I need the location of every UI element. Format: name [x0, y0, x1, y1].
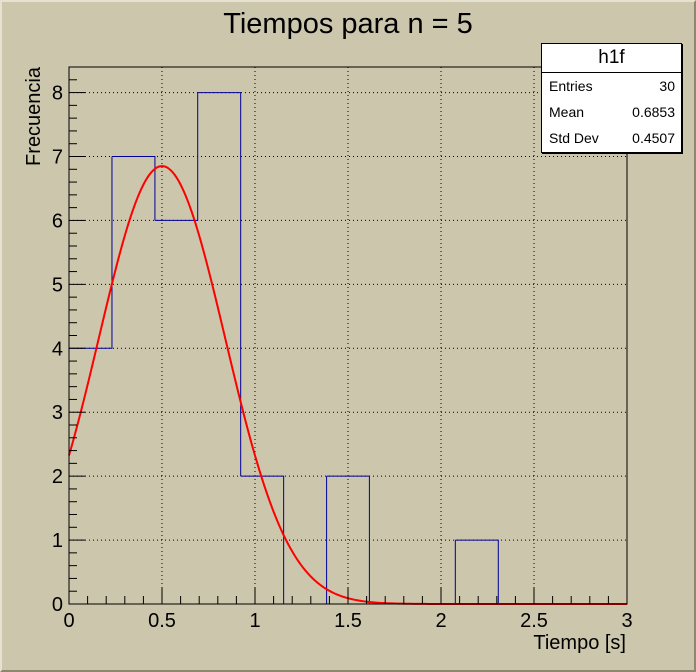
- x-tick-label: 3: [621, 610, 632, 632]
- histogram-bin: [326, 475, 370, 604]
- y-tick-label: 6: [52, 210, 63, 232]
- y-tick-label: 1: [52, 530, 63, 552]
- stats-label: Mean: [549, 104, 585, 120]
- x-tick-label: 1: [249, 610, 260, 632]
- y-tick-label: 7: [52, 147, 63, 169]
- histogram-bin: [197, 92, 242, 477]
- y-tick-label: 0: [52, 594, 63, 616]
- x-axis-title: Tiempo [s]: [533, 632, 626, 654]
- histogram-bin: [154, 92, 199, 221]
- stats-box: h1f Entries 30 Mean 0.6853 Std Dev 0.450…: [541, 43, 682, 153]
- y-tick-label: 8: [52, 83, 63, 105]
- x-tick-label: 2: [435, 610, 446, 632]
- stats-value: 0.6853: [632, 104, 675, 120]
- y-tick-label: 2: [52, 466, 63, 488]
- histogram-bin: [111, 156, 156, 221]
- stats-row-mean: Mean 0.6853: [542, 99, 681, 125]
- axis-ticks: [68, 79, 628, 605]
- x-tick-label: 0: [63, 610, 74, 632]
- x-tick-label: 0.5: [148, 610, 176, 632]
- tick-labels: 0 0.5 1 1.5 2 2.5 3 0 1 2 3 4 5 6 7 8: [52, 83, 633, 632]
- stats-value: 0.4507: [632, 130, 675, 146]
- x-tick-label: 1.5: [334, 610, 362, 632]
- stats-value: 30: [659, 78, 675, 94]
- y-tick-label: 5: [52, 274, 63, 296]
- stats-row-entries: Entries 30: [542, 73, 681, 99]
- chart-title: Tiempos para n = 5: [223, 8, 473, 40]
- y-tick-label: 3: [52, 402, 63, 424]
- stats-label: Entries: [549, 78, 593, 94]
- y-tick-label: 4: [52, 338, 63, 360]
- stats-label: Std Dev: [549, 130, 599, 146]
- stats-row-std-dev: Std Dev 0.4507: [542, 125, 681, 151]
- x-tick-label: 2.5: [520, 610, 548, 632]
- stats-title: h1f: [542, 44, 681, 73]
- y-axis-title: Frecuencia: [23, 66, 45, 166]
- histogram-bin: [455, 539, 499, 604]
- histogram-bin: [240, 475, 285, 604]
